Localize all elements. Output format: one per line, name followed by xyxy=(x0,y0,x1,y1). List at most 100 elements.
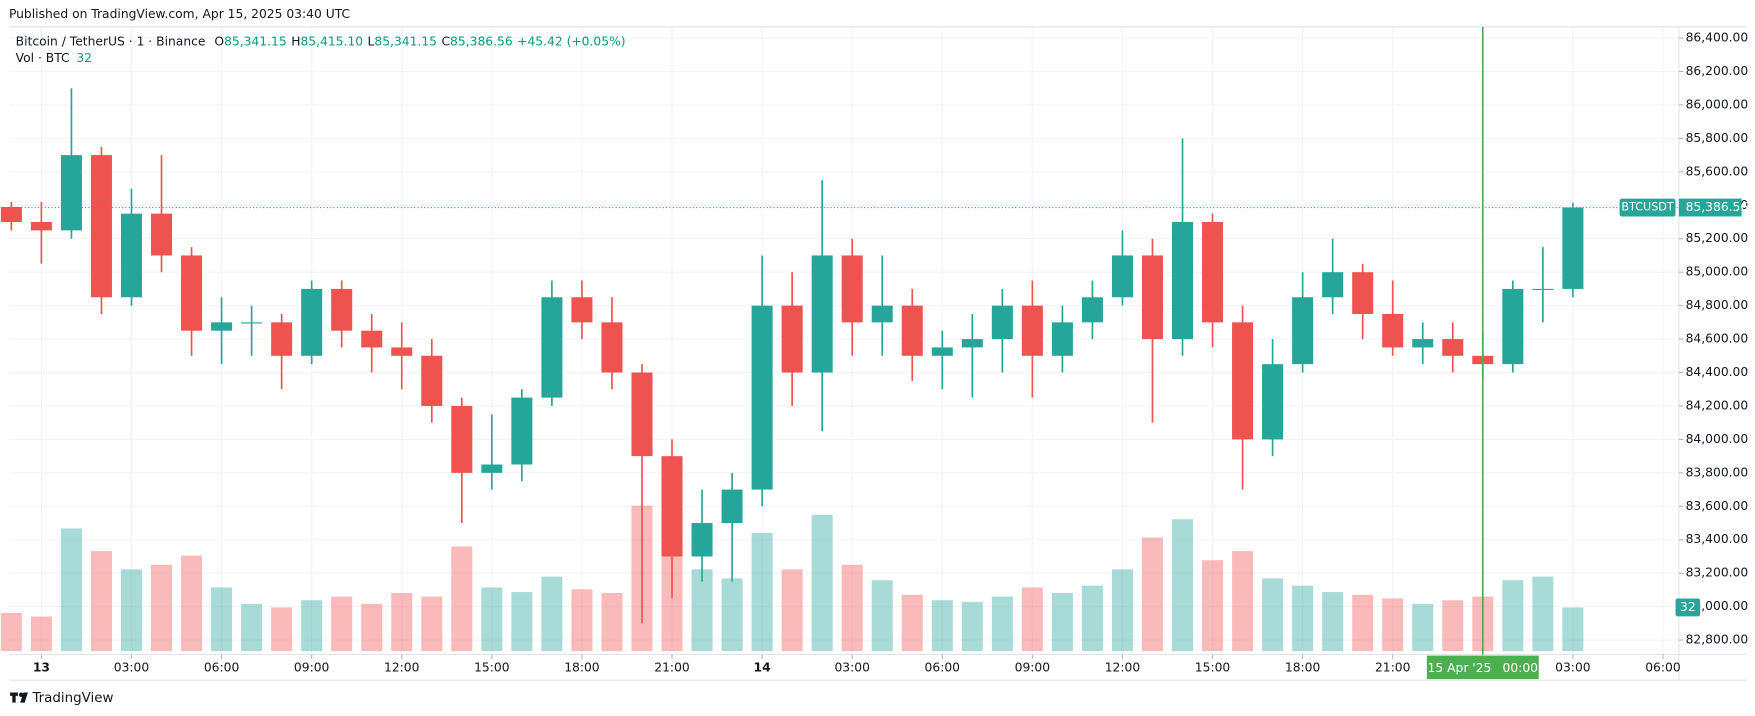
volume-bar xyxy=(1141,537,1163,652)
volume-value: 32 xyxy=(76,51,92,65)
volume-bar xyxy=(0,612,22,652)
crosshair-badge xyxy=(1426,655,1539,680)
volume-bar xyxy=(1352,594,1374,652)
volume-bar xyxy=(931,600,953,652)
candle-body xyxy=(60,155,82,231)
candle-body xyxy=(751,305,773,490)
crosshair-date: 15 Apr '25 xyxy=(1428,660,1492,674)
volume-bar xyxy=(271,607,293,652)
volume-bar xyxy=(1382,598,1404,652)
candle-body xyxy=(1021,305,1043,356)
x-tick-label: 21:00 xyxy=(654,660,689,674)
volume-bar xyxy=(1412,603,1434,652)
x-tick-label: 21:00 xyxy=(1375,660,1410,674)
volume-bar xyxy=(1562,607,1584,652)
y-tick-label: 83,800.00 xyxy=(1686,465,1749,479)
y-tick-label: 84,800.00 xyxy=(1686,298,1749,312)
volume-bar xyxy=(1021,587,1043,652)
candle-body xyxy=(1081,297,1103,323)
x-tick-label: 18:00 xyxy=(564,660,599,674)
candle-body xyxy=(871,305,893,323)
candle-body xyxy=(481,464,503,473)
x-tick-label: 14 xyxy=(754,660,771,674)
candle-body xyxy=(601,322,623,373)
candle-body xyxy=(451,405,473,473)
candle-body xyxy=(1051,322,1073,356)
candle-body xyxy=(631,372,653,457)
volume-bar xyxy=(30,616,52,652)
ohlc-value: 85,415.10 xyxy=(300,34,363,48)
ohlc-key: H xyxy=(291,34,300,48)
x-tick-label: 15:00 xyxy=(474,660,509,674)
plot: 82,800.00 83,000.00 83,200.00 83,400.00 83,6… xyxy=(0,26,1749,680)
volume-bar xyxy=(241,603,263,652)
volume-name: Vol · BTC xyxy=(16,51,70,65)
price-label: 85,386.56 xyxy=(1686,200,1749,214)
volume-bar xyxy=(60,528,82,652)
y-tick-label: 83,000.00 xyxy=(1686,599,1749,613)
candle-body xyxy=(1412,339,1434,348)
volume-bar xyxy=(451,546,473,652)
candle-body xyxy=(211,322,233,331)
candle-body xyxy=(1442,339,1464,356)
candle-body xyxy=(391,347,413,356)
candle-body xyxy=(241,322,263,324)
candle-body xyxy=(511,397,533,465)
volume-bar xyxy=(1171,519,1194,652)
y-tick-label: 83,600.00 xyxy=(1686,499,1749,513)
candle-body xyxy=(181,255,203,331)
volume-bar xyxy=(601,592,623,652)
legend-change: +45.42 (+0.05%) xyxy=(517,34,625,48)
candle-body xyxy=(541,297,563,398)
volume-bar xyxy=(751,532,773,652)
x-tick-label: 03:00 xyxy=(114,660,149,674)
volume-bar xyxy=(811,514,833,652)
legend-line: Bitcoin / TetherUS · 1 · Binance O85,341.… xyxy=(16,34,626,48)
volume-bar xyxy=(571,589,593,652)
logo-part xyxy=(20,692,28,703)
candle-body xyxy=(1352,272,1374,314)
candle-body xyxy=(1292,297,1314,365)
candle-body xyxy=(1232,322,1254,440)
volume-bar xyxy=(391,592,413,652)
volume-bar xyxy=(421,596,443,652)
x-tick-label: 06:00 xyxy=(1645,660,1680,674)
y-tick-label: 83,200.00 xyxy=(1686,566,1749,580)
y-tick-label: 85,000.00 xyxy=(1686,265,1749,279)
legend-ohlc: O85,341.15 H85,415.10 L85,341.15 C85,386.56 xyxy=(214,34,512,48)
symbol-badge xyxy=(1619,198,1676,217)
crosshair-time: 00:00 xyxy=(1503,660,1538,674)
volume-bar xyxy=(541,576,563,652)
y-tick-label: 86,000.00 xyxy=(1686,97,1749,111)
candle-body xyxy=(811,255,833,373)
legend-symbol: Bitcoin / TetherUS · 1 · Binance xyxy=(16,34,206,48)
ohlc-key: O xyxy=(214,34,224,48)
volume-bar xyxy=(1502,580,1524,652)
footer-logo xyxy=(10,692,28,703)
y-tick-label: 84,600.00 xyxy=(1686,332,1749,346)
volume-bar xyxy=(120,569,142,652)
x-tick-label: 06:00 xyxy=(925,660,960,674)
candle-body xyxy=(301,288,323,356)
ohlc-value: 85,341.15 xyxy=(224,34,287,48)
candle-body xyxy=(30,222,52,231)
candle-body xyxy=(361,330,383,348)
y-tick-label: 84,200.00 xyxy=(1686,398,1749,412)
crosshair-label: 15 Apr '25 00:00 xyxy=(1428,660,1538,674)
volume-bar xyxy=(331,596,353,652)
candle-body xyxy=(1532,288,1554,291)
logo-part xyxy=(12,692,16,703)
candle-body xyxy=(1262,364,1284,440)
volume-bar xyxy=(1262,578,1284,652)
candle-body xyxy=(0,206,22,223)
symbol-label: BTCUSDT xyxy=(1621,201,1674,214)
x-tick-label: 13 xyxy=(33,660,50,674)
volume-bar xyxy=(871,580,893,652)
candle-body xyxy=(1111,255,1133,298)
x-tick-label: 03:00 xyxy=(1555,660,1590,674)
x-tick-label: 03:00 xyxy=(834,660,869,674)
x-tick-label: 12:00 xyxy=(384,660,419,674)
published-note: Published on TradingView.com, Apr 15, 20… xyxy=(9,7,350,21)
